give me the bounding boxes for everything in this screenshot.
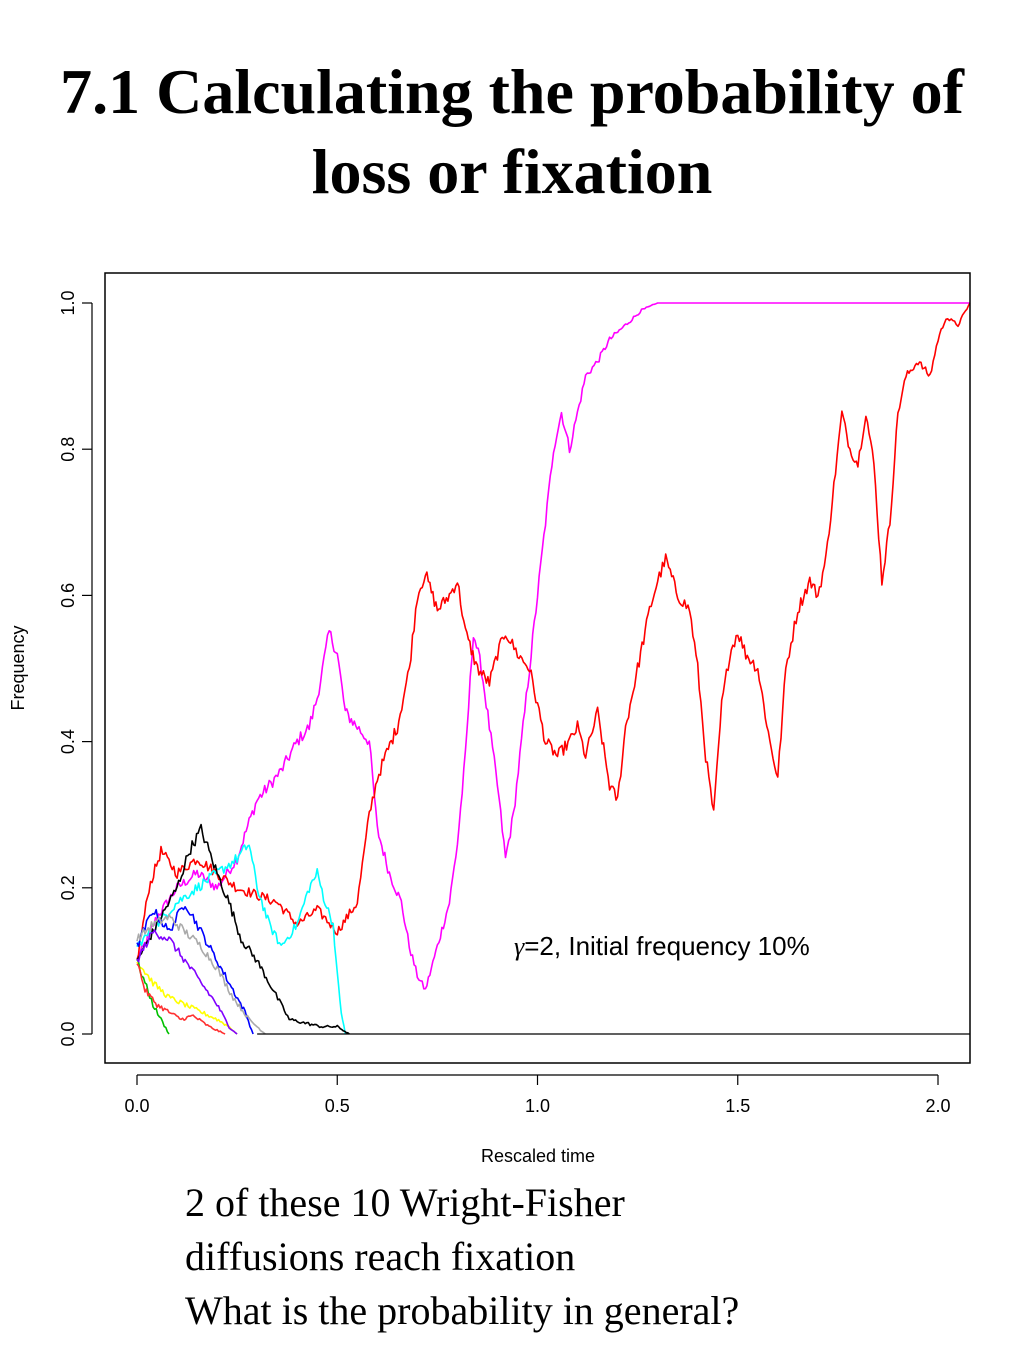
y-tick-label: 0.2 bbox=[58, 875, 78, 900]
slide-title-line-1: 7.1 Calculating the probability of bbox=[60, 56, 964, 127]
x-tick-label: 1.0 bbox=[525, 1096, 550, 1116]
x-axis: 0.0 0.5 1.0 1.5 2.0 bbox=[124, 1074, 951, 1116]
x-tick-label: 0.5 bbox=[325, 1096, 350, 1116]
x-tick-label: 2.0 bbox=[925, 1096, 950, 1116]
y-tick-label: 0.8 bbox=[58, 437, 78, 462]
y-axis-label: Frequency bbox=[8, 625, 28, 710]
x-axis-label: Rescaled time bbox=[481, 1146, 595, 1166]
chart-annotation: γ=2, Initial frequency 10% bbox=[514, 931, 810, 961]
series-line-3 bbox=[136, 844, 347, 1035]
caption-line-1: 2 of these 10 Wright-Fisher bbox=[185, 1180, 625, 1225]
series-line-6 bbox=[136, 913, 266, 1035]
gamma-symbol: γ bbox=[514, 932, 525, 961]
series-line-8 bbox=[136, 959, 170, 1035]
y-tick-label: 0.4 bbox=[58, 729, 78, 754]
annotation-text: =2, Initial frequency 10% bbox=[524, 931, 809, 961]
series-line-5 bbox=[136, 905, 254, 1035]
y-tick-label: 0.6 bbox=[58, 583, 78, 608]
caption-line-2: diffusions reach fixation bbox=[185, 1234, 576, 1279]
x-tick-label: 1.5 bbox=[725, 1096, 750, 1116]
plot-frame bbox=[104, 272, 971, 1064]
caption-line-3: What is the probability in general? bbox=[185, 1288, 740, 1333]
y-tick-label: 1.0 bbox=[58, 290, 78, 315]
slide-title-line-2: loss or fixation bbox=[311, 136, 713, 207]
series-line-10 bbox=[136, 929, 238, 1035]
y-tick-label: 0.0 bbox=[58, 1021, 78, 1046]
y-axis: 0.0 0.2 0.4 0.6 0.8 1.0 bbox=[58, 290, 93, 1047]
series-line-1 bbox=[136, 302, 970, 990]
series-line-7 bbox=[136, 961, 238, 1035]
series-line-2 bbox=[136, 302, 971, 960]
plot-lines bbox=[136, 302, 971, 1035]
series-line-4 bbox=[136, 823, 350, 1035]
series-line-9 bbox=[136, 963, 226, 1035]
x-tick-label: 0.0 bbox=[124, 1096, 149, 1116]
slide-caption: 2 of these 10 Wright-Fisher diffusions r… bbox=[185, 1176, 739, 1338]
slide-title: 7.1 Calculating the probability of loss … bbox=[0, 52, 1024, 212]
